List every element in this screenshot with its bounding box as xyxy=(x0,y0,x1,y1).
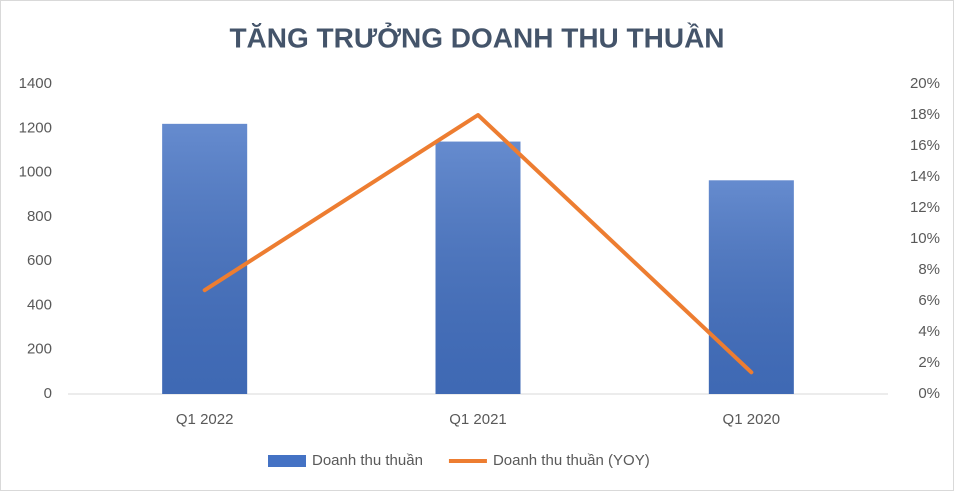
y2-tick-label: 2% xyxy=(918,354,940,371)
y2-tick-label: 10% xyxy=(910,230,940,247)
y-tick-label: 200 xyxy=(27,341,52,358)
y2-tick-label: 20% xyxy=(910,75,940,92)
legend-swatch xyxy=(268,455,306,467)
legend-label: Doanh thu thuần (YOY) xyxy=(493,452,650,469)
line xyxy=(202,113,754,375)
x-tick-label: Q1 2022 xyxy=(176,411,234,428)
y-tick-label: 800 xyxy=(27,208,52,225)
bar-shade xyxy=(708,180,794,394)
y2-tick-label: 18% xyxy=(910,106,940,123)
y-tick-label: 400 xyxy=(27,296,52,313)
bar-shade xyxy=(162,123,248,394)
y2-tick-label: 16% xyxy=(910,137,940,154)
legend-label: Doanh thu thuần xyxy=(312,452,423,469)
y-tick-label: 0 xyxy=(44,385,52,402)
y2-tick-label: 4% xyxy=(918,323,940,340)
y2-tick-label: 14% xyxy=(910,168,940,185)
chart-title: TĂNG TRƯỞNG DOANH THU THUẦN xyxy=(229,21,724,53)
y2-tick-label: 6% xyxy=(918,292,940,309)
x-tick-label: Q1 2020 xyxy=(723,411,781,428)
y2-tick-label: 0% xyxy=(918,385,940,402)
y2-tick-label: 8% xyxy=(918,261,940,278)
y-tick-label: 1200 xyxy=(19,119,52,136)
x-tick-label: Q1 2021 xyxy=(449,411,507,428)
bar-shade xyxy=(435,141,521,394)
y2-tick-label: 12% xyxy=(910,199,940,216)
y-tick-label: 1400 xyxy=(19,75,52,92)
y-tick-label: 1000 xyxy=(19,164,52,181)
y-tick-label: 600 xyxy=(27,252,52,269)
